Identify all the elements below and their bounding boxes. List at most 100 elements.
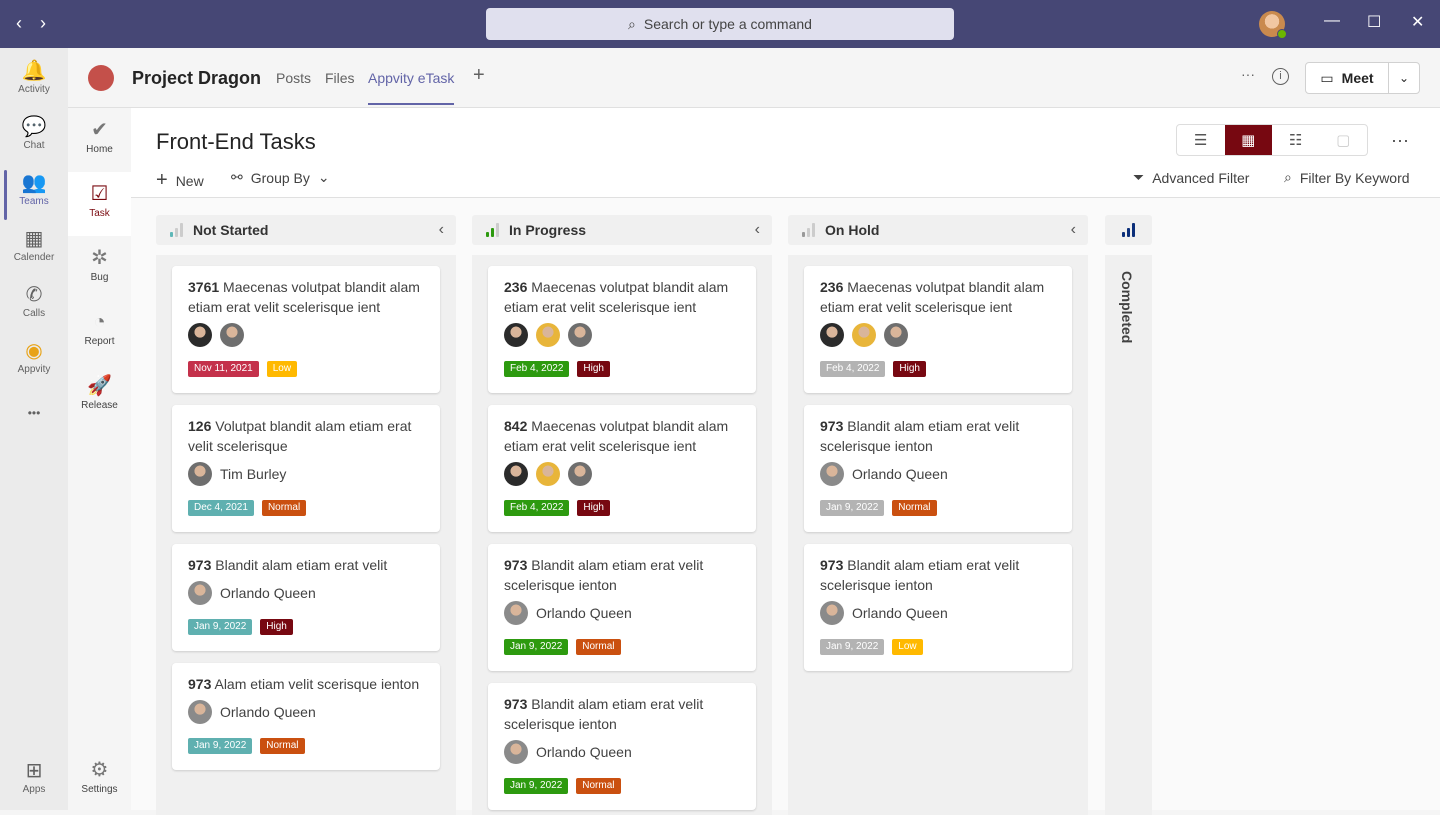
- assignees: Orlando Queen: [188, 700, 424, 724]
- search-input[interactable]: ⌕ Search or type a command: [486, 8, 954, 40]
- more-icon[interactable]: ···: [1391, 130, 1409, 150]
- forward-icon[interactable]: ›: [40, 13, 46, 33]
- title-bar: ‹ › ⌕ Search or type a command — ☐ ✕: [0, 0, 1440, 48]
- column-header[interactable]: In Progress ‹: [472, 215, 772, 245]
- rail-item-calls[interactable]: ✆ Calls: [0, 280, 68, 336]
- rail-item-chat[interactable]: 💬 Chat: [0, 112, 68, 168]
- avatar[interactable]: [504, 740, 528, 764]
- divider: [131, 197, 1440, 198]
- task-card[interactable]: 236 Maecenas volutpat blandit alam etiam…: [488, 266, 756, 393]
- rail-item-appvity[interactable]: ◉ Appvity: [0, 336, 68, 392]
- more-icon[interactable]: ···: [1241, 66, 1255, 82]
- avatar[interactable]: [536, 323, 560, 347]
- rail-item-teams[interactable]: 👥 Teams: [0, 168, 68, 224]
- rail-item-calender[interactable]: ▦ Calender: [0, 224, 68, 280]
- collapse-chevron-icon[interactable]: ‹: [1070, 221, 1076, 238]
- task-card[interactable]: 973 Alam etiam velit scerisque ienton Orl…: [172, 663, 440, 770]
- task-title: 236 Maecenas volutpat blandit alam etiam…: [820, 277, 1056, 317]
- avatar[interactable]: [568, 462, 592, 486]
- avatar[interactable]: [568, 323, 592, 347]
- column-header[interactable]: Not Started ‹: [156, 215, 456, 245]
- task-title: 236 Maecenas volutpat blandit alam etiam…: [504, 277, 740, 317]
- avatar[interactable]: [188, 323, 212, 347]
- minimize-button[interactable]: —: [1324, 12, 1340, 29]
- priority-badge: High: [260, 619, 293, 635]
- task-card[interactable]: 3761 Maecenas volutpat blandit alam etia…: [172, 266, 440, 393]
- task-card[interactable]: 236 Maecenas volutpat blandit alam etiam…: [804, 266, 1072, 393]
- avatar[interactable]: [820, 601, 844, 625]
- tab-appvity-etask[interactable]: Appvity eTask: [368, 70, 455, 105]
- more-icon: •••: [27, 406, 41, 420]
- kanban-board: Not Started ‹ 3761 Maecenas volutpat bland…: [131, 198, 1440, 815]
- tab-posts[interactable]: Posts: [276, 70, 312, 86]
- collapse-chevron-icon[interactable]: ‹: [438, 221, 444, 238]
- tab-files[interactable]: Files: [325, 70, 355, 86]
- maximize-button[interactable]: ☐: [1367, 14, 1382, 31]
- timeline-view-icon[interactable]: ☷: [1289, 132, 1303, 149]
- task-name: Alam etiam velit scerisque ienton: [214, 676, 420, 692]
- avatar[interactable]: [820, 323, 844, 347]
- column-header[interactable]: On Hold ‹: [788, 215, 1088, 245]
- task-card[interactable]: 973 Blandit alam etiam erat velit sceler…: [488, 683, 756, 810]
- avatar[interactable]: [504, 601, 528, 625]
- priority-badge: Normal: [260, 738, 305, 754]
- column-header[interactable]: [1105, 215, 1152, 245]
- tags: Jan 9, 2022 High: [188, 619, 424, 635]
- column-title[interactable]: Completed: [1119, 271, 1135, 344]
- rail-item-more[interactable]: •••: [0, 398, 68, 454]
- appnav-task[interactable]: ☑ Task: [68, 172, 131, 236]
- task-id: 973: [504, 696, 528, 712]
- filter-keyword-button[interactable]: ⌕ Filter By Keyword: [1284, 169, 1410, 186]
- due-date-badge: Jan 9, 2022: [504, 778, 569, 794]
- task-card[interactable]: 973 Blandit alam etiam erat velit sceler…: [488, 544, 756, 671]
- appnav-home[interactable]: ✔ Home: [68, 108, 131, 172]
- task-card[interactable]: 842 Maecenas volutpat blandit alam etiam…: [488, 405, 756, 532]
- task-id: 236: [504, 279, 528, 295]
- team-name: Project Dragon: [132, 68, 262, 88]
- rail-item-activity[interactable]: 🔔 Activity: [0, 56, 68, 112]
- avatar[interactable]: [188, 462, 212, 486]
- avatar[interactable]: [188, 581, 212, 605]
- task-card[interactable]: 126 Volutpat blandit alam etiam erat vel…: [172, 405, 440, 532]
- advanced-filter-button[interactable]: ⏷ Advanced Filter: [1133, 169, 1250, 186]
- avatar[interactable]: [1259, 11, 1287, 39]
- avatar[interactable]: [884, 323, 908, 347]
- app-rail: ⊞ Apps 🔔 Activity 💬 Chat 👥 Teams ▦ Calender ✆ Call…: [0, 48, 68, 810]
- avatar[interactable]: [504, 323, 528, 347]
- rail-item-apps[interactable]: ⊞ Apps: [0, 756, 68, 812]
- avatar[interactable]: [820, 462, 844, 486]
- collapse-chevron-icon[interactable]: ‹: [754, 221, 760, 238]
- avatar[interactable]: [536, 462, 560, 486]
- task-title: 973 Blandit alam etiam erat velit sceler…: [504, 694, 740, 734]
- board-view-icon[interactable]: ▦: [1224, 125, 1272, 155]
- due-date-badge: Jan 9, 2022: [504, 639, 569, 655]
- task-card[interactable]: 973 Blandit alam etiam erat velit Orlando…: [172, 544, 440, 651]
- appnav-report[interactable]: ◔ Report: [68, 300, 131, 364]
- task-card[interactable]: 973 Blandit alam etiam erat velit sceler…: [804, 544, 1072, 671]
- priority-badge: High: [893, 361, 926, 377]
- chevron-down-icon[interactable]: ⌄: [1398, 71, 1410, 85]
- calendar-view-icon[interactable]: ▢: [1336, 132, 1351, 149]
- back-icon[interactable]: ‹: [16, 13, 22, 33]
- avatar[interactable]: [220, 323, 244, 347]
- add-tab-icon[interactable]: +: [473, 64, 485, 86]
- info-icon[interactable]: i: [1272, 68, 1289, 85]
- meet-button[interactable]: ▭ Meet ⌄: [1305, 62, 1420, 94]
- task-name: Blandit alam etiam erat velit scelerisqu…: [504, 696, 704, 732]
- assignees: [820, 323, 1056, 347]
- avatar[interactable]: [188, 700, 212, 724]
- avatar[interactable]: [852, 323, 876, 347]
- close-button[interactable]: ✕: [1411, 14, 1425, 31]
- group-by-button[interactable]: ⚯ Group By ⌄: [231, 169, 330, 186]
- column-body: 236 Maecenas volutpat blandit alam etiam…: [472, 255, 772, 815]
- tags: Feb 4, 2022 High: [504, 361, 740, 377]
- task-title: 973 Blandit alam etiam erat velit sceler…: [820, 416, 1056, 456]
- appnav-settings[interactable]: ⚙ Settings: [68, 748, 131, 812]
- appnav-release[interactable]: 🚀 Release: [68, 364, 131, 428]
- appnav-bug[interactable]: ✲ Bug: [68, 236, 131, 300]
- new-button[interactable]: + New: [156, 169, 204, 191]
- task-card[interactable]: 973 Blandit alam etiam erat velit sceler…: [804, 405, 1072, 532]
- list-view-icon[interactable]: ☰: [1194, 132, 1208, 149]
- avatar[interactable]: [504, 462, 528, 486]
- task-id: 973: [820, 418, 844, 434]
